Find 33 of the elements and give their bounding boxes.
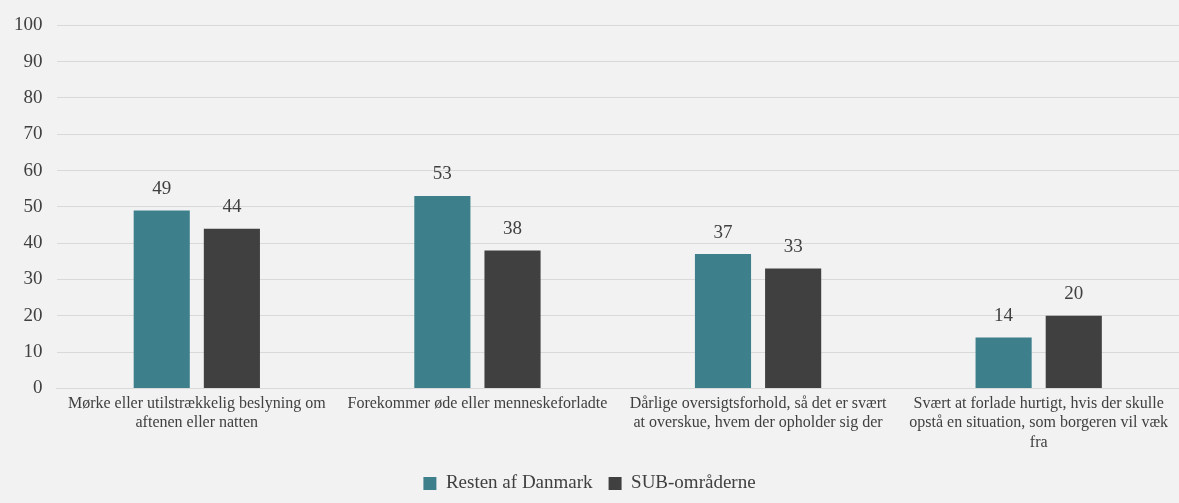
- bar: [975, 337, 1032, 388]
- x-tick-label: Dårlige oversigtsforhold, så det er svært at overskue, hvem der opholder sig der: [629, 394, 888, 432]
- data-label: 38: [503, 216, 523, 238]
- legend-label: SUB-områderne: [631, 471, 756, 493]
- bar: [133, 210, 190, 388]
- bar: [765, 268, 822, 388]
- x-tick-label: Mørke eller utilstrækkelig beslyning om aftenen eller natten: [67, 394, 327, 431]
- y-tick-label: 20: [23, 303, 43, 325]
- y-tick-label: 70: [23, 122, 43, 144]
- bar: [694, 254, 752, 388]
- data-label: 37: [713, 220, 733, 242]
- legend-label: Resten af Danmark: [445, 471, 594, 493]
- data-label: 14: [994, 304, 1014, 326]
- y-tick-label: 40: [23, 231, 43, 253]
- data-label: 53: [432, 162, 452, 184]
- data-label: 33: [783, 235, 803, 257]
- x-tick-label: Svært at forlade hurtigt, hvis der skulle opstå en situation, som borgeren vil væk fra: [909, 394, 1169, 450]
- bar: [414, 196, 471, 388]
- y-tick-label: 10: [23, 340, 43, 362]
- data-label: 20: [1064, 282, 1084, 304]
- bar: [484, 250, 541, 388]
- y-tick-label: 100: [14, 13, 43, 35]
- y-tick-label: 30: [23, 267, 43, 289]
- data-label: 44: [222, 195, 242, 217]
- y-tick-label: 90: [23, 49, 43, 71]
- y-tick-label: 0: [33, 376, 43, 398]
- x-tick-label: Forekommer øde eller menneskeforladte: [347, 394, 608, 412]
- y-tick-label: 80: [23, 85, 43, 107]
- bar: [203, 228, 260, 388]
- data-label: 49: [152, 177, 172, 199]
- y-tick-label: 50: [23, 194, 43, 216]
- y-tick-label: 60: [23, 158, 43, 180]
- bar: [1045, 315, 1102, 388]
